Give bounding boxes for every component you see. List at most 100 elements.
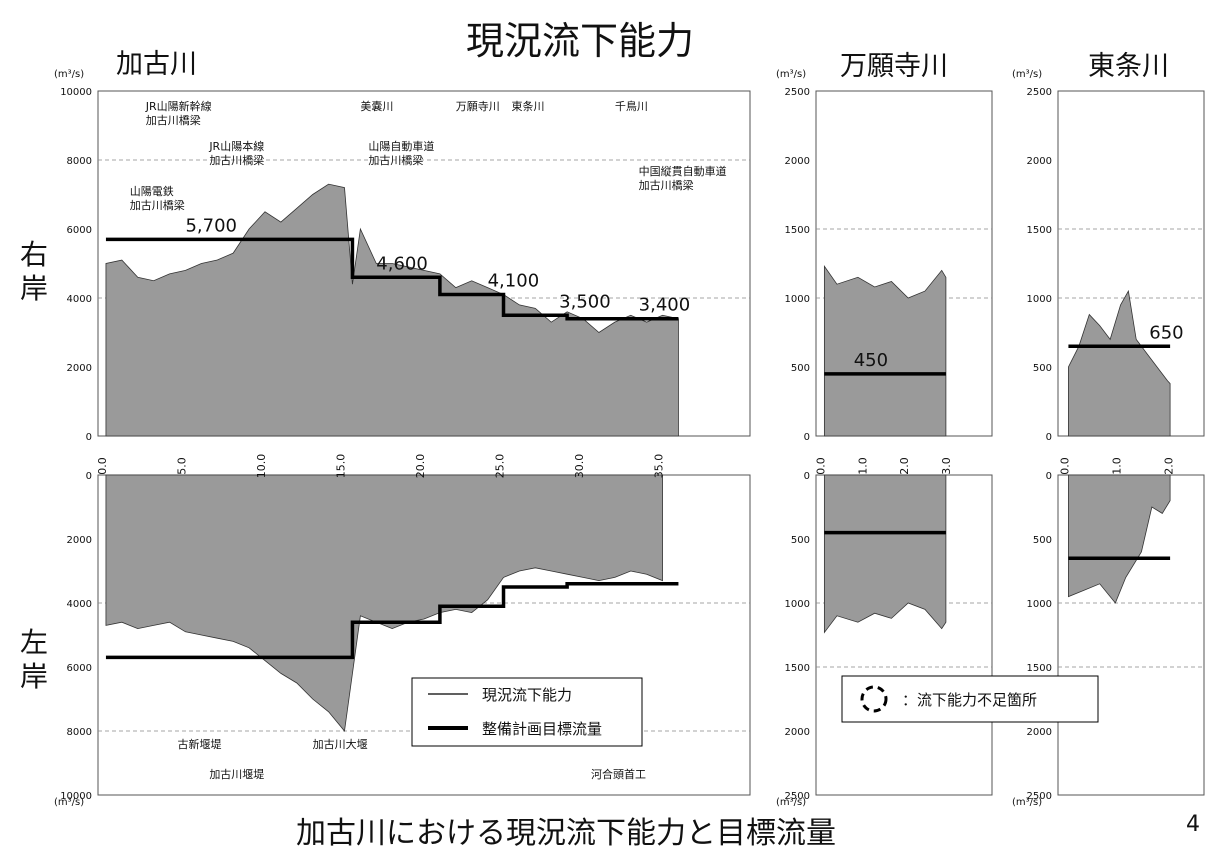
tojo-y-tick-label: 2000 [1027, 156, 1052, 167]
slide-title: 現況流下能力 [466, 19, 695, 63]
tojo-x-tick-label: 1.0 [1111, 457, 1124, 475]
manganji-y-tick-label: 1500 [785, 663, 810, 674]
tojo-y-tick-label: 2500 [1027, 87, 1052, 98]
tojo-top-current-area [1068, 289, 1171, 437]
kakogawa-annotation: 加古川橋梁 [639, 178, 694, 192]
kakogawa-y-tick-label: 6000 [67, 663, 92, 674]
kakogawa-x-tick-label: 25.0 [494, 454, 507, 479]
kakogawa-top-current-area [105, 183, 679, 437]
tojo-y-tick-label: 1500 [1027, 225, 1052, 236]
right-bank-label: 右岸 [20, 238, 49, 305]
kakogawa-y-tick-label: 4000 [67, 599, 92, 610]
kakogawa-target-label: 3,400 [639, 295, 691, 316]
kakogawa-annotation: 加古川大堰 [313, 737, 368, 751]
kakogawa-x-tick-label: 30.0 [573, 454, 586, 479]
kakogawa-annotation: 加古川橋梁 [130, 198, 185, 212]
kakogawa-annotation: 山陽電鉄 [130, 184, 174, 198]
kakogawa-y-tick-label: 0 [86, 471, 92, 482]
kakogawa-target-label: 5,700 [185, 215, 237, 236]
legend-target-label: 整備計画目標流量 [482, 720, 602, 738]
tojo-y-tick-label: 0 [1046, 471, 1052, 482]
kakogawa-unit-label: (m³/s) [54, 69, 84, 80]
legend-current-label: 現況流下能力 [482, 686, 572, 704]
kakogawa-y-tick-label: 2000 [67, 535, 92, 546]
manganji-x-tick-label: 0.0 [814, 457, 827, 475]
manganji-y-tick-label: 1500 [785, 225, 810, 236]
manganji-y-tick-label: 0 [804, 432, 810, 443]
kakogawa-y-tick-label: 2000 [67, 363, 92, 374]
legend-circle-label: ：流下能力不足箇所 [902, 691, 1037, 709]
kakogawa-x-tick-label: 10.0 [255, 454, 268, 479]
kakogawa-y-tick-label: 0 [86, 432, 92, 443]
kakogawa-x-tick-label: 5.0 [175, 457, 188, 475]
kakogawa-annotation: 加古川堰堤 [209, 768, 264, 781]
tojo-y-tick-label: 500 [1033, 363, 1052, 374]
kakogawa-annotation: 万願寺川 [456, 100, 500, 113]
kakogawa-x-tick-label: 0.0 [96, 457, 109, 475]
kakogawa-annotation: 千鳥川 [615, 99, 648, 113]
river-name-manganji: 万願寺川 [840, 51, 948, 82]
tojo-bot-current-area [1068, 474, 1171, 604]
manganji-y-tick-label: 500 [791, 535, 810, 546]
kakogawa-target-label: 4,100 [488, 271, 540, 292]
kakogawa-annotation: 中国縦貫自動車道 [639, 164, 727, 178]
manganji-y-tick-label: 2500 [785, 87, 810, 98]
manganji-y-tick-label: 2000 [785, 156, 810, 167]
manganji-y-tick-label: 1000 [785, 294, 810, 305]
kakogawa-y-tick-label: 8000 [67, 727, 92, 738]
slide-subtitle: 加古川における現況流下能力と目標流量 [296, 816, 836, 851]
kakogawa-y-tick-label: 6000 [67, 225, 92, 236]
kakogawa-target-label: 3,500 [559, 291, 611, 312]
manganji-bot-current-area [823, 474, 947, 634]
tojo-x-tick-label: 2.0 [1163, 457, 1176, 475]
kakogawa-top-target-line [105, 237, 679, 321]
manganji-y-tick-label: 500 [791, 363, 810, 374]
kakogawa-y-tick-label: 10000 [60, 87, 92, 98]
kakogawa-x-tick-label: 20.0 [414, 454, 427, 479]
manganji-unit-label: (m³/s) [776, 69, 806, 80]
tojo-y-tick-label: 1000 [1027, 599, 1052, 610]
tojo-unit-label: (m³/s) [1012, 69, 1042, 80]
river-name-kakogawa: 加古川 [116, 49, 197, 80]
manganji-unit-label: (m³/s) [776, 797, 806, 808]
kakogawa-y-tick-label: 4000 [67, 294, 92, 305]
kakogawa-annotation: JR山陽本線 [208, 139, 264, 153]
kakogawa-unit-label: (m³/s) [54, 797, 84, 808]
river-name-tojo: 東条川 [1088, 51, 1169, 82]
kakogawa-x-tick-label: 35.0 [653, 454, 666, 479]
kakogawa-y-tick-label: 8000 [67, 156, 92, 167]
page-number: 4 [1186, 812, 1200, 837]
kakogawa-annotation: 山陽自動車道 [368, 139, 434, 153]
kakogawa-annotation: 河合頭首工 [591, 767, 646, 781]
kakogawa-annotation: 古新堰堤 [178, 737, 222, 751]
kakogawa-annotation: 加古川橋梁 [368, 153, 423, 167]
kakogawa-x-tick-label: 15.0 [334, 454, 347, 479]
kakogawa-bot-current-area [105, 474, 663, 732]
manganji-x-tick-label: 3.0 [940, 457, 953, 475]
kakogawa-annotation: 美嚢川 [360, 99, 393, 113]
manganji-y-tick-label: 2500 [785, 791, 810, 802]
manganji-x-tick-label: 2.0 [898, 457, 911, 475]
manganji-top-current-area [823, 264, 947, 437]
tojo-y-tick-label: 0 [1046, 432, 1052, 443]
tojo-target-label: 650 [1149, 322, 1183, 343]
kakogawa-annotation: JR山陽新幹線 [145, 99, 212, 113]
manganji-x-tick-label: 1.0 [856, 457, 869, 475]
tojo-y-tick-label: 500 [1033, 535, 1052, 546]
kakogawa-bot-target-line [105, 582, 679, 660]
kakogawa-annotation: 加古川橋梁 [146, 113, 201, 127]
tojo-y-tick-label: 2000 [1027, 727, 1052, 738]
tojo-x-tick-label: 0.0 [1058, 457, 1071, 475]
left-bank-label: 左岸 [20, 626, 49, 693]
manganji-target-label: 450 [854, 350, 888, 371]
legend-circle-icon [860, 685, 888, 713]
kakogawa-target-label: 4,600 [376, 253, 428, 274]
manganji-y-tick-label: 0 [804, 471, 810, 482]
manganji-y-tick-label: 1000 [785, 599, 810, 610]
tojo-y-tick-label: 2500 [1027, 791, 1052, 802]
tojo-y-tick-label: 1500 [1027, 663, 1052, 674]
tojo-y-tick-label: 1000 [1027, 294, 1052, 305]
kakogawa-annotation: 東条川 [511, 99, 544, 113]
